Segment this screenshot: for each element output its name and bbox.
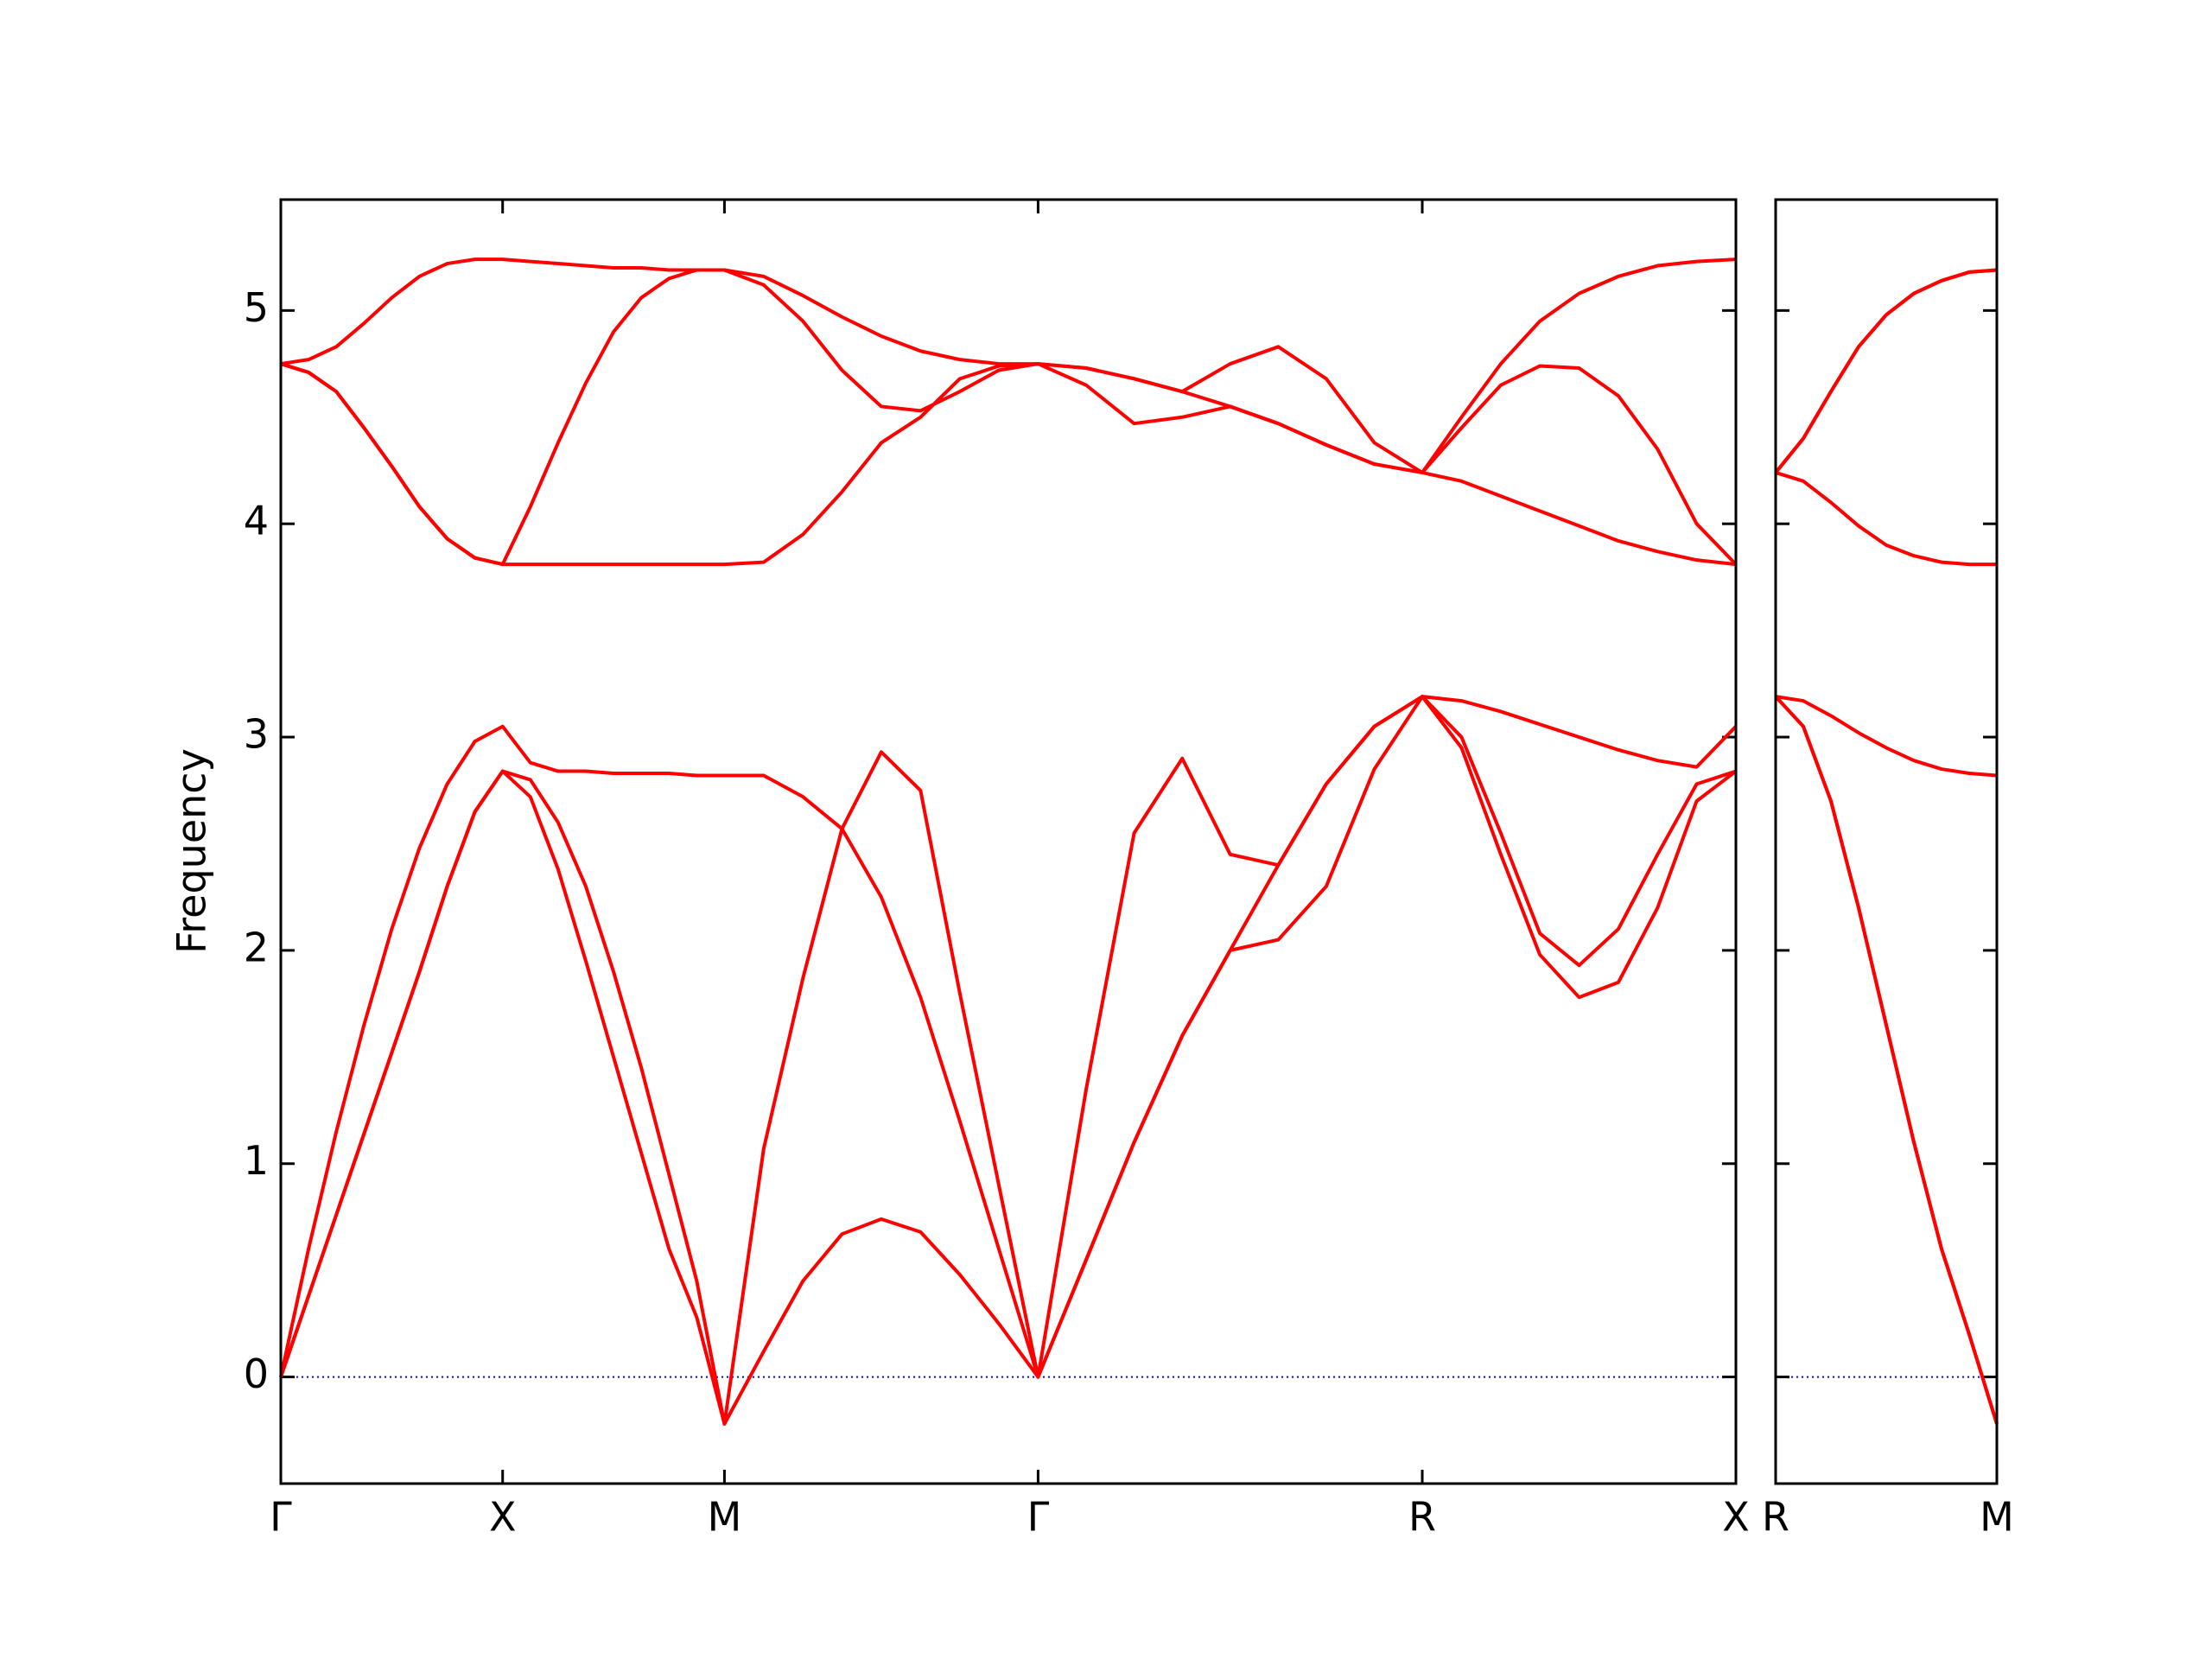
- band-line: [279, 695, 1738, 1379]
- x-tick-label: R: [1762, 1494, 1789, 1541]
- y-tick-label: 1: [244, 1137, 269, 1184]
- band-line: [279, 695, 1737, 1426]
- x-tick-label: X: [1722, 1494, 1750, 1541]
- band-line: [1775, 695, 1998, 778]
- band-line: [1774, 268, 1998, 474]
- y-tick-label: 4: [244, 498, 269, 544]
- x-tick-label: Γ: [270, 1494, 292, 1541]
- y-tick-label: 5: [244, 284, 269, 331]
- y-tick-label: 2: [244, 924, 269, 970]
- band-line: [1775, 471, 1997, 567]
- band-line: [1774, 268, 1998, 474]
- y-axis-label: Frequency: [168, 748, 215, 954]
- x-tick-label: X: [489, 1494, 517, 1541]
- band-line: [279, 695, 1738, 1426]
- x-tick-label: Γ: [1027, 1494, 1050, 1541]
- y-tick-label: 0: [244, 1351, 269, 1397]
- x-tick-label: R: [1408, 1494, 1436, 1541]
- plot-frame: [279, 198, 1738, 1485]
- x-tick-label: M: [708, 1494, 742, 1541]
- band-line: [280, 268, 1738, 567]
- plot-frame: [1774, 198, 1999, 1485]
- x-tick-label: M: [1980, 1494, 2014, 1541]
- band-line: [1774, 695, 1999, 1425]
- band-line: [280, 257, 1737, 474]
- y-tick-label: 3: [244, 711, 269, 758]
- band-line: [280, 362, 1737, 567]
